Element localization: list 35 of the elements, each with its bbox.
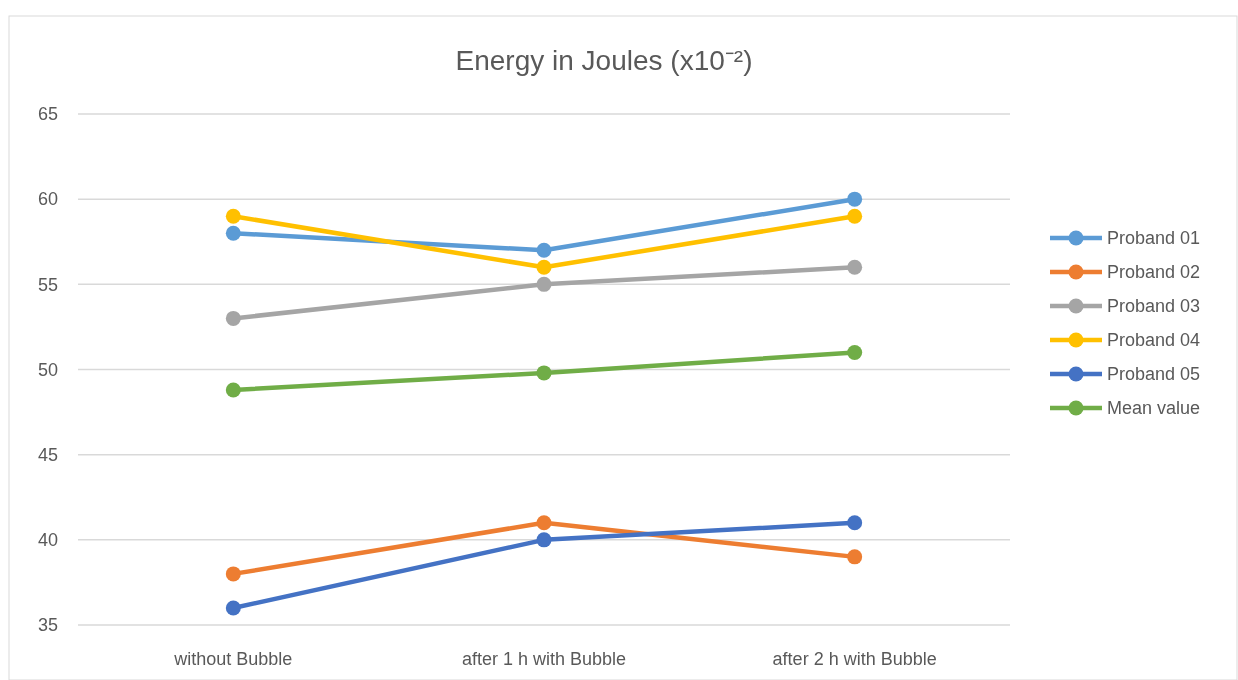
y-tick-label: 65	[37, 104, 59, 125]
chart-title: Energy in Joules (x10⁻²)	[455, 45, 753, 76]
legend-label: Proband 04	[1107, 330, 1201, 351]
point	[536, 259, 552, 275]
x-tick-label: after 2 h with Bubble	[772, 649, 937, 669]
point	[225, 208, 241, 224]
point	[536, 515, 552, 531]
y-tick-label: 55	[37, 274, 59, 295]
point	[225, 382, 241, 398]
point	[225, 225, 241, 241]
point	[847, 549, 863, 565]
point	[847, 208, 863, 224]
y-tick-label: 35	[37, 615, 59, 636]
point	[225, 566, 241, 582]
point	[225, 600, 241, 616]
point	[536, 532, 552, 548]
y-tick-label: 45	[37, 444, 59, 465]
legend-label: Proband 03	[1107, 296, 1201, 317]
legend-label: Mean value	[1107, 398, 1201, 419]
y-tick-label: 40	[37, 530, 59, 551]
point	[536, 365, 552, 381]
point	[847, 191, 863, 207]
point	[847, 259, 863, 275]
x-tick-label: after 1 h with Bubble	[461, 649, 627, 669]
x-tick-label: without Bubble	[173, 649, 293, 669]
point	[847, 344, 863, 360]
point	[225, 310, 241, 326]
legend-label: Proband 01	[1107, 228, 1201, 249]
point	[536, 276, 552, 292]
point	[536, 242, 552, 258]
y-tick-label: 60	[37, 189, 59, 210]
y-tick-label: 50	[37, 359, 59, 380]
legend-label: Proband 02	[1107, 262, 1201, 283]
legend-label: Proband 05	[1107, 364, 1201, 385]
point	[847, 515, 863, 531]
